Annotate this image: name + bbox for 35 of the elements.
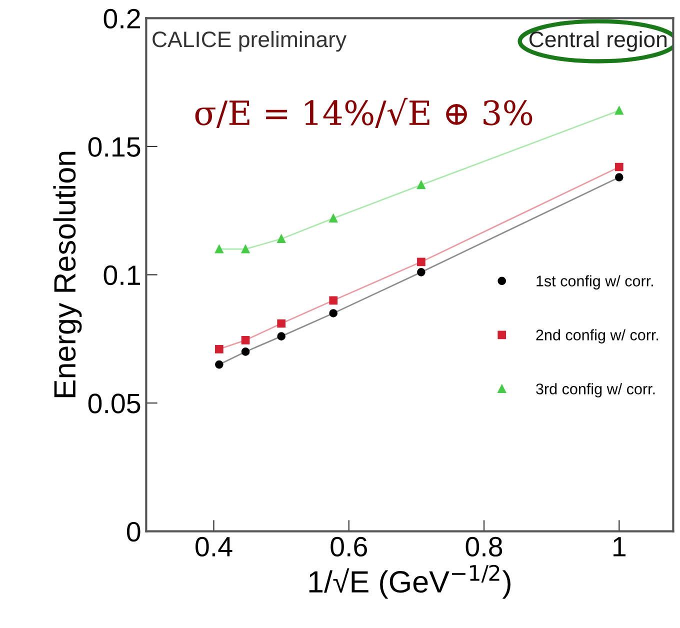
x-tick-label: 1 bbox=[614, 537, 626, 556]
y-tick-label: 0 bbox=[126, 522, 140, 542]
y-axis-title: Energy Resolution bbox=[53, 152, 82, 398]
point bbox=[241, 336, 250, 344]
x-tick-label: 0.4 bbox=[196, 536, 232, 557]
annotation: CALICE preliminary bbox=[152, 30, 347, 52]
point bbox=[241, 244, 250, 254]
point bbox=[417, 258, 426, 266]
point bbox=[277, 319, 286, 328]
y-tick-label: 0.2 bbox=[104, 8, 140, 29]
point bbox=[215, 344, 224, 354]
y-tick-label: 0.15 bbox=[88, 137, 140, 157]
legend-label: 1st config w/ corr. bbox=[536, 275, 653, 290]
legend-label: 2nd config w/ corr. bbox=[536, 329, 658, 344]
x-tick-label: 0.8 bbox=[466, 536, 502, 557]
point bbox=[329, 309, 338, 318]
annotation: Central region bbox=[529, 30, 666, 52]
point bbox=[277, 332, 286, 340]
point bbox=[417, 268, 426, 276]
y-tick-label: 0.05 bbox=[88, 394, 140, 414]
annotation: σ/E = 14%/√E ⊕ 3% bbox=[195, 98, 532, 128]
point bbox=[417, 180, 426, 190]
y-tick-label: 0.1 bbox=[104, 265, 140, 286]
point bbox=[614, 162, 624, 172]
point bbox=[329, 296, 338, 305]
point bbox=[215, 360, 224, 369]
point bbox=[614, 106, 624, 115]
legend-label: 3rd config w/ corr. bbox=[536, 383, 655, 398]
point bbox=[329, 214, 338, 222]
x-tick-label: 0.6 bbox=[330, 536, 367, 557]
x-axis-title: 1/√E (GeV$^{−1/2}$) bbox=[309, 564, 510, 599]
point bbox=[215, 244, 224, 254]
point bbox=[614, 173, 624, 182]
point bbox=[241, 348, 250, 356]
point bbox=[277, 234, 286, 243]
